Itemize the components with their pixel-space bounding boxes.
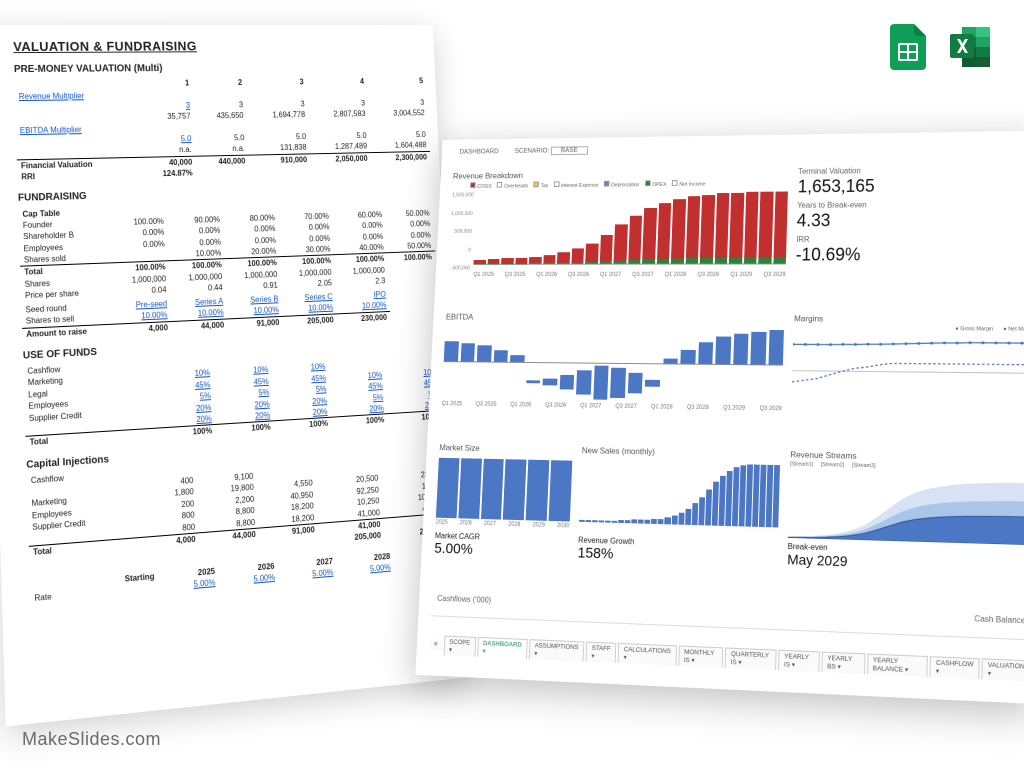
dashboard-header: DASHBOARD SCENARIO: BASE: [454, 141, 1024, 166]
valuation-spreadsheet: VALUATION & FUNDRAISING PRE-MONEY VALUAT…: [0, 25, 465, 726]
tab-yearly-is[interactable]: YEARLY IS ▾: [778, 650, 820, 672]
ebitda-chart: EBITDA Q1 2025Q3 2025Q1 2026Q3 2026Q1 20…: [440, 312, 785, 443]
use-of-funds-table: CashflowMarketing10%10%10%Legal45%45%45%…: [23, 344, 443, 449]
tab-yearly-bs[interactable]: YEARLY BS ▾: [821, 651, 865, 674]
pre-money-table: 12345 Revenue Multiplier 33333 35,757435…: [14, 76, 431, 183]
microsoft-excel-icon: [948, 24, 984, 70]
market-and-sales: Market Size 202520262027202820292030 Mar…: [432, 442, 780, 598]
revenue-breakdown-chart: Revenue Breakdown COGSOverheadsTaxIntere…: [446, 167, 788, 307]
market-size-chart: Market Size 202520262027202820292030 Mar…: [432, 442, 572, 591]
tab-staff[interactable]: STAFF ▾: [586, 641, 617, 662]
dashboard-spreadsheet: DASHBOARD SCENARIO: BASE Revenue Breakdo…: [415, 131, 1024, 704]
new-sales-chart: New Sales (monthly) Revenue Growth 158%: [576, 445, 781, 598]
revenue-streams-chart: Revenue Streams [Stream1] [Stream2] [Str…: [786, 449, 1024, 608]
tab-cashflow[interactable]: CASHFLOW ▾: [930, 656, 980, 679]
tab-monthly-is[interactable]: MONTHLY IS ▾: [678, 645, 723, 667]
tab-assumptions[interactable]: ASSUMPTIONS ▾: [529, 639, 585, 661]
tab-quarterly-is[interactable]: QUARTERLY IS ▾: [725, 647, 777, 670]
app-icons: [890, 24, 984, 70]
margins-chart: Margins ● Gross Margin ● Net Margin: [791, 314, 1024, 448]
tab-scope[interactable]: SCOPE ▾: [443, 635, 476, 656]
pre-money-heading: PRE-MONEY VALUATION (Multi): [14, 62, 426, 75]
kpi-panel: Terminal Valuation1,653,165 Years to Bre…: [794, 164, 1024, 308]
tab-yearly-balance[interactable]: YEARLY BALANCE ▾: [867, 653, 928, 676]
sheet-title: VALUATION & FUNDRAISING: [13, 38, 425, 54]
tab-dashboard[interactable]: DASHBOARD ▾: [477, 637, 528, 659]
watermark: MakeSlides.com: [22, 729, 161, 750]
tab-calculations[interactable]: CALCULATIONS ▾: [618, 643, 677, 666]
tab-valuation[interactable]: VALUATION ▾: [981, 658, 1024, 681]
cap-table-rows: Founder100.00%90.00%80.00%70.00%60.00%50…: [19, 207, 439, 340]
google-sheets-icon: [890, 24, 926, 70]
